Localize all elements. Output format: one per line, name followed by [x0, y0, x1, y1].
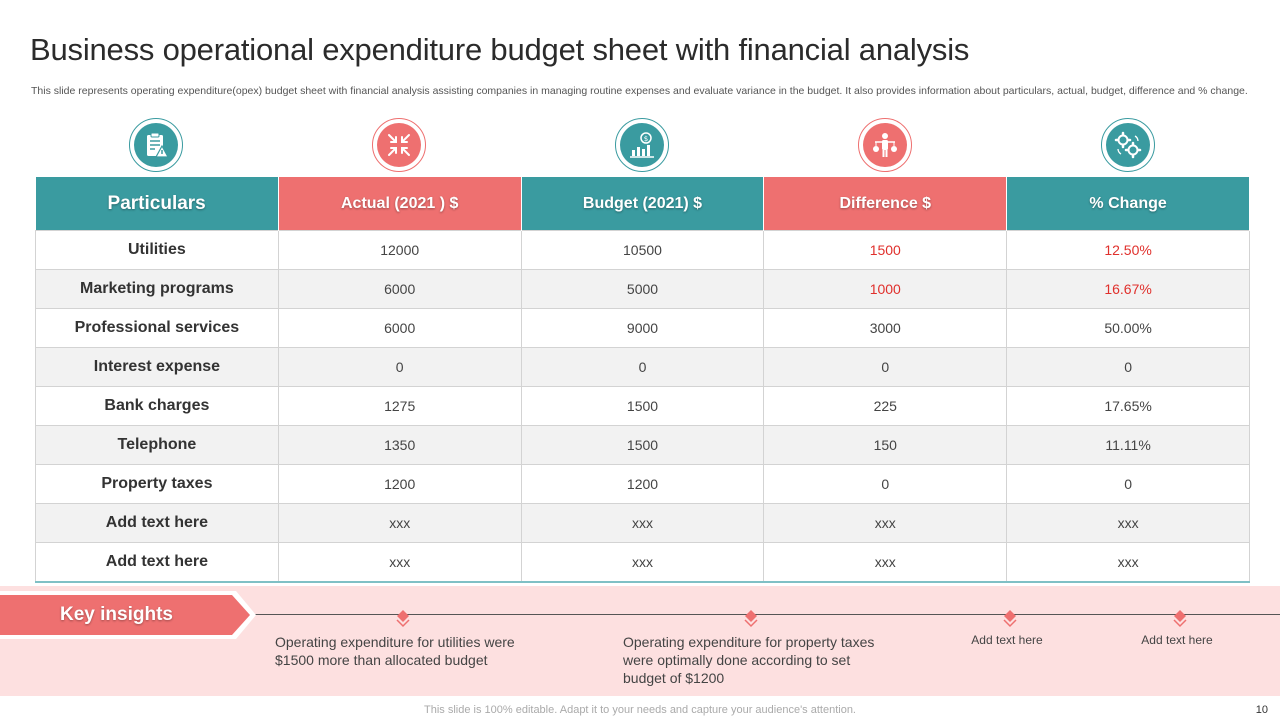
icon-cell [764, 116, 1007, 174]
cell-difference: 3000 [763, 308, 1008, 348]
table-row: Property taxes 1200 1200 0 0 [35, 464, 1250, 504]
icon-cell [1007, 116, 1250, 174]
cell-actual: 12000 [277, 230, 522, 270]
cell-change: 11.11% [1006, 425, 1250, 465]
page-number: 10 [1255, 704, 1268, 716]
cell-difference: xxx [763, 503, 1008, 543]
cell-difference: 150 [763, 425, 1008, 465]
cell-budget: 10500 [520, 230, 765, 270]
cell-budget: xxx [520, 542, 765, 583]
table-row: Telephone 1350 1500 150 11.11% [35, 425, 1250, 465]
chevron-marker-icon [396, 610, 410, 628]
cell-change: 17.65% [1006, 386, 1250, 426]
gears-icon [1114, 131, 1141, 159]
insight-text: Operating expenditure for property taxes… [623, 634, 875, 686]
cell-change: 0 [1006, 347, 1250, 387]
table-header-row: Particulars Actual (2021 ) $ Budget (202… [35, 177, 1250, 231]
cell-budget: 1500 [520, 425, 765, 465]
table-row: Interest expense 0 0 0 0 [35, 347, 1250, 387]
header-icons-row: $ [35, 116, 1250, 174]
slide-subtitle: This slide represents operating expendit… [31, 85, 1248, 97]
chevron-marker-icon [1173, 610, 1187, 628]
cell-actual: xxx [277, 542, 522, 583]
cell-difference: xxx [763, 542, 1008, 583]
cell-particular: Telephone [35, 425, 279, 465]
cell-change: 0 [1006, 464, 1250, 504]
cell-budget: 9000 [520, 308, 765, 348]
cell-difference: 1500 [763, 230, 1008, 270]
table-row: Bank charges 1275 1500 225 17.65% [35, 386, 1250, 426]
growth-chart-icon: $ [629, 132, 654, 158]
clipboard-warning-icon [146, 132, 169, 158]
cell-budget: xxx [520, 503, 765, 543]
insight-text: Operating expenditure for utilities were… [275, 634, 515, 668]
cell-difference: 0 [763, 464, 1008, 504]
icon-cell: $ [521, 116, 764, 174]
table-row: Utilities 12000 10500 1500 12.50% [35, 230, 1250, 270]
cell-particular: Marketing programs [35, 269, 279, 309]
cell-change: 16.67% [1006, 269, 1250, 309]
footer-note: This slide is 100% editable. Adapt it to… [424, 704, 856, 716]
table-row: Add text here xxx xxx xxx xxx [35, 503, 1250, 543]
table-row: Add text here xxx xxx xxx xxx [35, 542, 1250, 583]
cell-particular: Property taxes [35, 464, 279, 504]
chevron-marker-icon [1003, 610, 1017, 628]
header-change: % Change [1006, 177, 1250, 231]
header-actual: Actual (2021 ) $ [278, 177, 522, 231]
cell-actual: 6000 [277, 269, 522, 309]
cell-budget: 0 [520, 347, 765, 387]
insight-text: Add text here [1141, 633, 1213, 647]
table-row: Professional services 6000 9000 3000 50.… [35, 308, 1250, 348]
key-insights-tag: Key insights [0, 591, 258, 639]
slide-title: Business operational expenditure budget … [30, 32, 970, 67]
cell-difference: 0 [763, 347, 1008, 387]
header-particulars: Particulars [35, 177, 279, 231]
cell-actual: 1200 [277, 464, 522, 504]
cell-budget: 1500 [520, 386, 765, 426]
cell-actual: 6000 [277, 308, 522, 348]
cell-particular: Bank charges [35, 386, 279, 426]
svg-text:$: $ [643, 135, 647, 143]
cell-difference: 225 [763, 386, 1008, 426]
cell-actual: 1350 [277, 425, 522, 465]
icon-cell [35, 116, 278, 174]
cell-particular: Utilities [35, 230, 279, 270]
cell-particular: Professional services [35, 308, 279, 348]
balance-person-icon [872, 133, 897, 157]
cell-change: xxx [1006, 503, 1250, 543]
cell-actual: xxx [277, 503, 522, 543]
cell-change: 50.00% [1006, 308, 1250, 348]
cell-budget: 5000 [520, 269, 765, 309]
cell-particular: Add text here [35, 542, 279, 583]
cell-change: 12.50% [1006, 230, 1250, 270]
insight-timeline-line [250, 614, 1280, 615]
cell-budget: 1200 [520, 464, 765, 504]
cell-actual: 1275 [277, 386, 522, 426]
header-budget: Budget (2021) $ [521, 177, 765, 231]
cell-actual: 0 [277, 347, 522, 387]
cell-difference: 1000 [763, 269, 1008, 309]
cell-particular: Add text here [35, 503, 279, 543]
header-difference: Difference $ [763, 177, 1008, 231]
chevron-marker-icon [744, 610, 758, 628]
shrink-arrows-icon [387, 134, 410, 156]
insight-text: Add text here [971, 633, 1043, 647]
key-insights-label: Key insights [60, 604, 173, 625]
cell-change: xxx [1006, 542, 1250, 583]
key-insights-panel: Key insights Operating expenditure for u… [0, 586, 1280, 696]
budget-table: Particulars Actual (2021 ) $ Budget (202… [35, 177, 1250, 583]
table-row: Marketing programs 6000 5000 1000 16.67% [35, 269, 1250, 309]
cell-particular: Interest expense [35, 347, 279, 387]
icon-cell [278, 116, 521, 174]
